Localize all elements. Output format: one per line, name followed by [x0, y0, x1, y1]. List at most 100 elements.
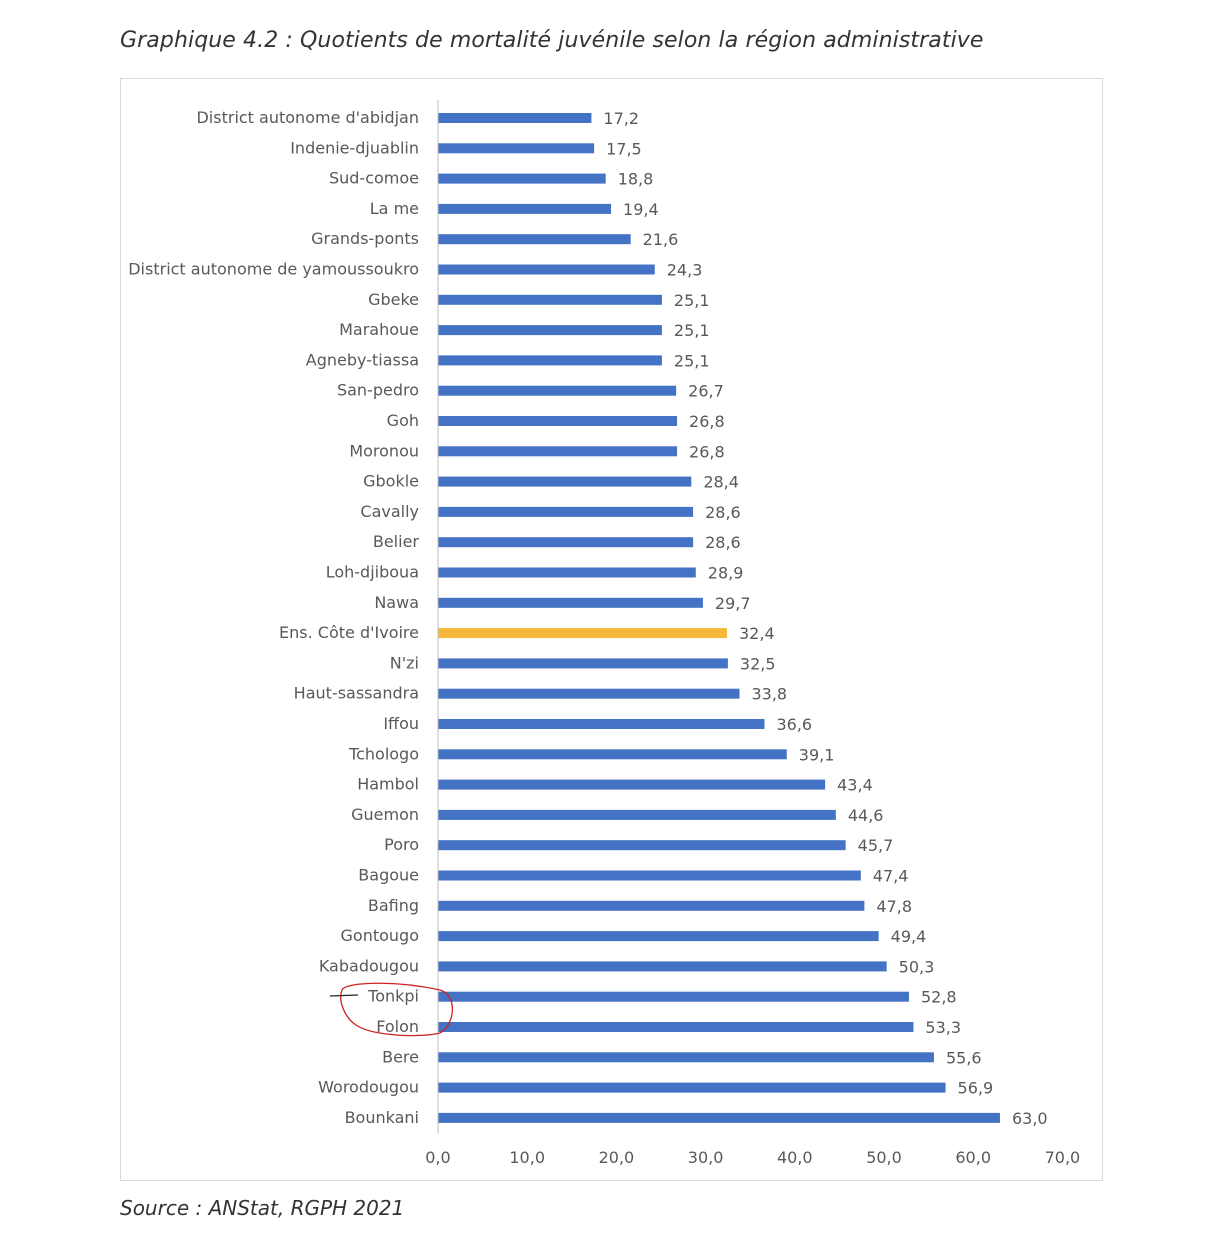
data-label: 25,1: [674, 351, 710, 370]
x-tick-label: 50,0: [866, 1148, 902, 1167]
category-label: Kabadougou: [319, 956, 419, 975]
annotation-circle: [340, 982, 453, 1037]
category-label: Goh: [387, 411, 419, 430]
category-label: Gbokle: [363, 472, 419, 491]
category-label: Iffou: [383, 714, 419, 733]
category-label: Folon: [376, 1017, 419, 1036]
data-label: 28,6: [705, 503, 741, 522]
data-label: 28,9: [708, 564, 744, 583]
chart-title: Graphique 4.2 : Quotients de mortalité j…: [120, 28, 984, 53]
data-label: 63,0: [1012, 1109, 1048, 1128]
data-label: 29,7: [715, 594, 751, 613]
category-label: Ens. Côte d'Ivoire: [279, 623, 419, 642]
bar-highlight: [438, 628, 728, 639]
bar: [438, 173, 606, 184]
bar: [438, 567, 696, 578]
data-label: 25,1: [674, 321, 710, 340]
bars-layer: [438, 113, 1000, 1123]
data-label: 26,8: [689, 412, 725, 431]
data-label: 19,4: [623, 200, 659, 219]
x-tick-label: 0,0: [425, 1148, 450, 1167]
data-label: 32,4: [739, 624, 775, 643]
category-label: Hambol: [357, 775, 419, 794]
category-label: District autonome de yamoussoukro: [128, 260, 419, 279]
category-label: Loh-djiboua: [326, 563, 419, 582]
data-label: 56,9: [958, 1079, 994, 1098]
bar: [438, 870, 861, 881]
category-label: Poro: [384, 835, 419, 854]
x-tick-label: 60,0: [955, 1148, 991, 1167]
category-label: Nawa: [374, 593, 419, 612]
bar: [438, 931, 879, 942]
bar: [438, 961, 887, 972]
bar: [438, 476, 692, 487]
data-label: 53,3: [925, 1018, 961, 1037]
category-label: Haut-sassandra: [294, 684, 419, 703]
category-label: Moronou: [349, 441, 419, 460]
data-label: 45,7: [858, 836, 894, 855]
category-label: Cavally: [360, 502, 419, 521]
category-label: Indenie-djuablin: [290, 138, 419, 157]
data-label: 43,4: [837, 776, 873, 795]
category-label: San-pedro: [337, 381, 419, 400]
category-label: N'zi: [390, 653, 419, 672]
data-label: 36,6: [776, 715, 812, 734]
x-tick-label: 30,0: [688, 1148, 724, 1167]
bar: [438, 658, 728, 669]
bar: [438, 779, 826, 790]
bar: [438, 385, 677, 396]
category-label: Tchologo: [348, 744, 419, 763]
category-labels-layer: District autonome d'abidjan Indenie-djuab…: [128, 108, 419, 1127]
category-label: Bagoue: [358, 866, 419, 885]
bar: [438, 688, 740, 699]
data-label: 50,3: [899, 957, 935, 976]
category-label: District autonome d'abidjan: [196, 108, 419, 127]
data-label: 44,6: [848, 806, 884, 825]
bar: [438, 203, 612, 214]
data-label: 21,6: [643, 230, 679, 249]
category-label: Sud-comoe: [329, 169, 419, 188]
category-label: La me: [370, 199, 419, 218]
data-label: 17,5: [606, 139, 642, 158]
category-label: Bounkani: [345, 1108, 419, 1127]
data-label: 26,8: [689, 442, 725, 461]
data-label: 47,8: [876, 897, 912, 916]
data-label: 32,5: [740, 654, 776, 673]
bar: [438, 234, 631, 245]
bar: [438, 991, 909, 1002]
category-label: Bere: [382, 1047, 419, 1066]
bar: [438, 355, 662, 366]
category-label: Guemon: [351, 805, 419, 824]
bar: [438, 1112, 1000, 1123]
x-tick-label: 70,0: [1045, 1148, 1081, 1167]
source-note: Source : ANStat, RGPH 2021: [120, 1196, 405, 1220]
category-label: Marahoue: [339, 320, 419, 339]
data-label: 17,2: [603, 109, 639, 128]
bar: [438, 143, 595, 154]
category-label: Gbeke: [368, 290, 419, 309]
category-label: Gontougo: [341, 926, 419, 945]
x-tick-label: 10,0: [509, 1148, 545, 1167]
data-label: 39,1: [799, 745, 835, 764]
data-label: 25,1: [674, 291, 710, 310]
bar: [438, 840, 846, 851]
bar: [438, 597, 703, 608]
x-axis-layer: 0,0 10,0 20,0 30,0 40,0 50,0 60,0 70,0: [425, 100, 1080, 1167]
annotation-strike: [329, 994, 359, 997]
category-label: Grands-ponts: [311, 229, 419, 248]
bar: [438, 1082, 946, 1093]
category-label: Tonkpi: [367, 987, 419, 1006]
x-tick-label: 40,0: [777, 1148, 813, 1167]
bar: [438, 294, 662, 305]
bar: [438, 809, 836, 820]
bar: [438, 264, 655, 275]
category-label: Belier: [373, 532, 420, 551]
bar: [438, 719, 765, 729]
category-label: Bafing: [368, 896, 419, 915]
data-label: 47,4: [873, 867, 909, 886]
x-tick-label: 20,0: [599, 1148, 635, 1167]
bar: [438, 749, 787, 760]
value-labels-layer: 17,2 17,5 18,8 19,4 21,6 24,3 25,1 25,1 25,1 26,7…: [603, 109, 1047, 1128]
data-label: 49,4: [891, 927, 927, 946]
